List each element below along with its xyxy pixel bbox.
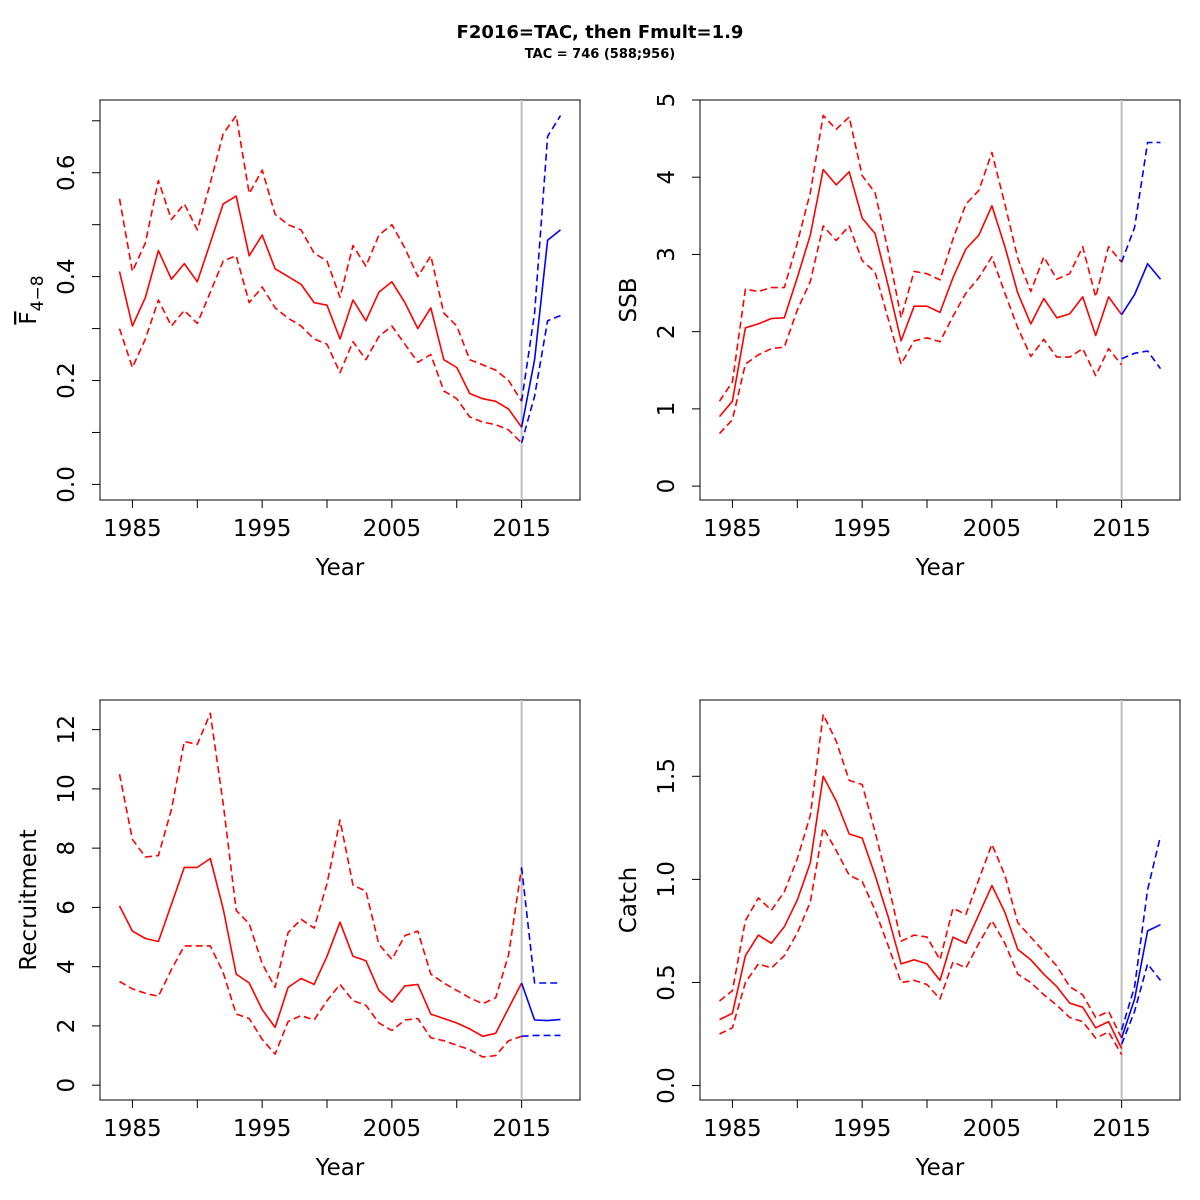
catch-historic-bound-line: [719, 827, 1123, 1055]
catch-x-tick-label: 2015: [1092, 1116, 1151, 1142]
ssb-historic-bound-line: [718, 114, 1123, 402]
ssb-x-tick-label: 1995: [833, 516, 892, 542]
catch-y-tick-label: 0.5: [654, 964, 680, 1001]
ssb-y-tick-label: 3: [654, 247, 680, 262]
f-mean-y-tick-label: 0.6: [54, 154, 80, 191]
figure-subtitle: TAC = 746 (588;956): [524, 47, 676, 62]
catch-x-tick-label: 1995: [833, 1116, 892, 1142]
ssb-forecast-bound-line: [1121, 350, 1162, 370]
recruitment-x-tick-label: 2015: [492, 1116, 551, 1142]
recruitment-historic-bound-line: [118, 712, 523, 1005]
ssb-y-tick-label: 1: [654, 402, 680, 417]
catch-y-tick-label: 0.0: [654, 1067, 680, 1104]
recruitment-historic-estimate-line: [118, 857, 523, 1038]
ssb-x-axis-label: Year: [915, 555, 965, 581]
ssb-y-tick-label: 5: [654, 93, 680, 108]
ssb-forecast-bound-line: [1120, 141, 1161, 263]
catch-historic-estimate-line: [719, 775, 1123, 1049]
f-mean-y-tick-label: 0.0: [54, 466, 80, 503]
f-mean-historic-bound-line: [118, 114, 523, 402]
figure-title: F2016=TAC, then Fmult=1.9: [456, 22, 744, 43]
recruitment-plot-frame: [99, 699, 581, 1101]
ssb-y-tick-label: 2: [654, 324, 680, 339]
f-mean-x-tick-label: 1985: [103, 516, 162, 542]
f-mean-x-axis-label: Year: [315, 555, 365, 581]
ssb-x-tick-label: 1985: [703, 516, 762, 542]
ssb-y-axis-label: SSB: [616, 278, 642, 323]
catch-forecast-bound-line: [1120, 835, 1162, 1031]
ssb-historic-estimate-line: [718, 168, 1123, 418]
recruitment-x-tick-label: 1995: [233, 1116, 292, 1142]
ssb-x-tick-label: 2005: [963, 516, 1022, 542]
recruitment-historic-bound-line: [119, 945, 522, 1058]
catch-panel: 1985 1995 2005 2015 Year 0.0 0.5 1.0 1.5 Catch: [616, 699, 1181, 1181]
recruitment-y-tick-label: 8: [54, 841, 80, 856]
ssb-y-tick-label: 4: [654, 170, 680, 185]
recruitment-x-tick-label: 1985: [103, 1116, 162, 1142]
recruitment-forecast-estimate-line: [520, 982, 561, 1022]
f-mean-forecast-bound-line: [520, 314, 561, 444]
f-mean-plot-frame: [99, 99, 581, 501]
ssb-panel: 1985 1995 2005 2015 Year 0 1 2 3 4 5 SSB: [616, 93, 1181, 581]
recruitment-y-tick-label: 0: [54, 1078, 80, 1093]
catch-x-axis-label: Year: [915, 1155, 965, 1181]
recruitment-y-tick-label: 2: [54, 1019, 80, 1034]
f-mean-y-axis-label: F4−8: [16, 275, 48, 324]
f-mean-historic-estimate-line: [118, 195, 523, 428]
catch-y-axis-label: Catch: [616, 867, 642, 933]
f-mean-y-tick-label: 0.4: [54, 258, 80, 295]
ssb-x-tick-label: 2015: [1092, 516, 1151, 542]
ssb-forecast-estimate-line: [1120, 262, 1162, 316]
f-mean-y-tick-label: 0.2: [54, 362, 80, 399]
ssb-historic-bound-line: [718, 225, 1123, 435]
catch-forecast-estimate-line: [1120, 923, 1161, 1039]
catch-y-tick-label: 1.0: [654, 861, 680, 898]
f-mean-x-tick-label: 2005: [363, 516, 422, 542]
ssb-plot-frame: [699, 99, 1181, 501]
f-mean-forecast-bound-line: [520, 115, 562, 402]
ssb-y-tick-label: 0: [654, 479, 680, 494]
recruitment-y-tick-label: 12: [54, 715, 80, 744]
f-mean-panel: 1985 1995 2005 2015 Year 0.0 0.2 0.4 0.6 F4−8: [16, 99, 581, 581]
recruitment-forecast-bound-line: [520, 867, 561, 984]
catch-forecast-bound-line: [1120, 963, 1162, 1045]
recruitment-forecast-bound-line: [521, 1034, 561, 1038]
recruitment-y-tick-label: 6: [54, 900, 80, 915]
recruitment-y-axis-label: Recruitment: [16, 829, 42, 970]
f-mean-x-tick-label: 2015: [492, 516, 551, 542]
f-mean-x-tick-label: 1995: [233, 516, 292, 542]
catch-plot-frame: [699, 699, 1181, 1101]
recruitment-panel: 1985 1995 2005 2015 Year 0 2 4 6 8 10 12 Recruitment: [16, 699, 581, 1181]
recruitment-y-tick-label: 10: [54, 774, 80, 803]
recruitment-x-axis-label: Year: [315, 1155, 365, 1181]
catch-x-tick-label: 2005: [963, 1116, 1022, 1142]
catch-y-tick-label: 1.5: [654, 758, 680, 795]
recruitment-y-tick-label: 4: [54, 959, 80, 974]
f-mean-historic-bound-line: [118, 255, 523, 444]
catch-historic-bound-line: [719, 713, 1123, 1039]
f-mean-forecast-estimate-line: [520, 229, 562, 428]
recruitment-x-tick-label: 2005: [363, 1116, 422, 1142]
catch-x-tick-label: 1985: [703, 1116, 762, 1142]
